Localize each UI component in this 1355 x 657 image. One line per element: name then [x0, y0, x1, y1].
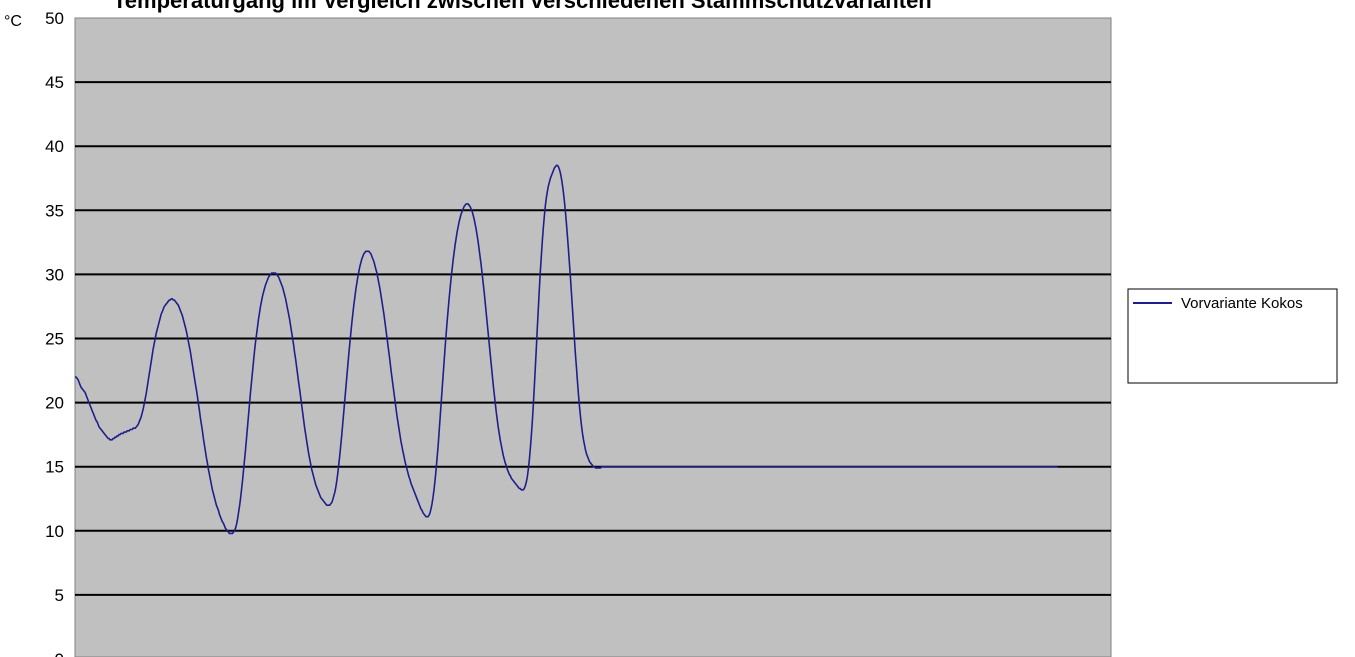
y-tick-label: 20: [45, 394, 64, 413]
y-tick-label: 35: [45, 201, 64, 220]
y-tick-label: 15: [45, 458, 64, 477]
y-tick-label: 0: [55, 650, 64, 657]
y-tick-label: 10: [45, 522, 64, 541]
y-tick-label: 30: [45, 265, 64, 284]
y-tick-label: 45: [45, 73, 64, 92]
y-tick-label: 40: [45, 137, 64, 156]
chart-title: Temperaturgang im Vergleich zwischen ver…: [113, 0, 932, 13]
y-axis-unit: °C: [4, 13, 22, 30]
y-axis-ticks: 0 5 10 15 20 25 30 35 40 45 50: [45, 9, 64, 657]
legend-box: [1127, 288, 1338, 384]
y-tick-label: 50: [45, 9, 64, 28]
legend: Vorvariante Kokos: [1127, 288, 1338, 384]
legend-label: Vorvariante Kokos: [1181, 295, 1303, 312]
y-tick-label: 5: [55, 586, 64, 605]
series-line: [75, 164, 1058, 535]
y-tick-label: 25: [45, 330, 64, 349]
series-lines: [75, 164, 1058, 535]
